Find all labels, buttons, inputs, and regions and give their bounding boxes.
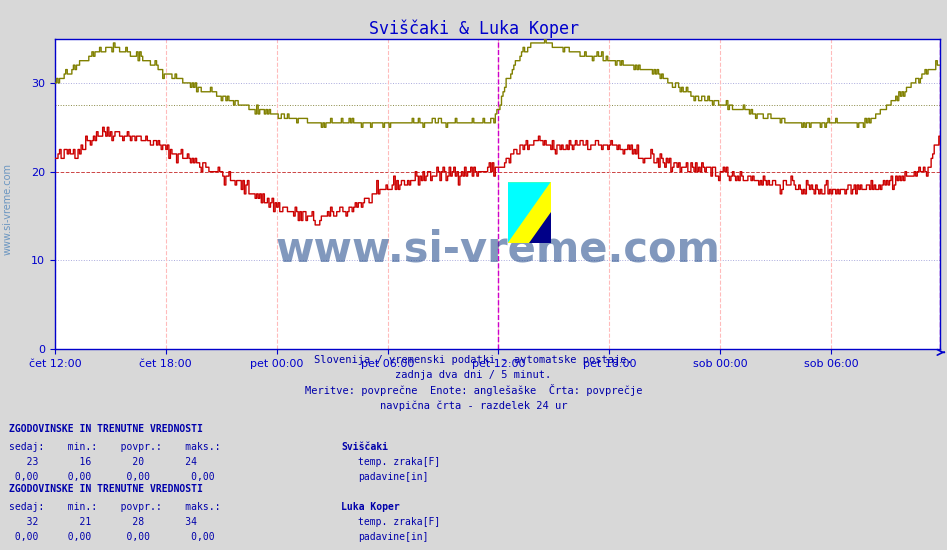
Text: 23       16       20       24: 23 16 20 24 xyxy=(9,456,198,467)
Text: www.si-vreme.com: www.si-vreme.com xyxy=(3,163,12,255)
Text: 0,00     0,00      0,00       0,00: 0,00 0,00 0,00 0,00 xyxy=(9,532,215,542)
Text: navpična črta - razdelek 24 ur: navpična črta - razdelek 24 ur xyxy=(380,401,567,411)
Text: Meritve: povprečne  Enote: anglešaške  Črta: povprečje: Meritve: povprečne Enote: anglešaške Črt… xyxy=(305,384,642,396)
Text: Luka Koper: Luka Koper xyxy=(341,502,400,513)
Text: Sviščaki: Sviščaki xyxy=(341,442,388,452)
Polygon shape xyxy=(508,182,550,243)
Polygon shape xyxy=(529,212,550,243)
Text: 32       21       28       34: 32 21 28 34 xyxy=(9,517,198,527)
Text: sedaj:    min.:    povpr.:    maks.:: sedaj: min.: povpr.: maks.: xyxy=(9,442,221,452)
Text: padavine[in]: padavine[in] xyxy=(358,471,428,482)
Text: ZGODOVINSKE IN TRENUTNE VREDNOSTI: ZGODOVINSKE IN TRENUTNE VREDNOSTI xyxy=(9,484,204,494)
Text: padavine[in]: padavine[in] xyxy=(358,532,428,542)
Text: 0,00     0,00      0,00       0,00: 0,00 0,00 0,00 0,00 xyxy=(9,471,215,482)
Text: Slovenija / vremenski podatki - avtomatske postaje.: Slovenija / vremenski podatki - avtomats… xyxy=(314,355,633,365)
Text: sedaj:    min.:    povpr.:    maks.:: sedaj: min.: povpr.: maks.: xyxy=(9,502,221,513)
Text: ZGODOVINSKE IN TRENUTNE VREDNOSTI: ZGODOVINSKE IN TRENUTNE VREDNOSTI xyxy=(9,424,204,434)
Text: www.si-vreme.com: www.si-vreme.com xyxy=(276,229,720,271)
Text: temp. zraka[F]: temp. zraka[F] xyxy=(358,456,440,467)
Text: zadnja dva dni / 5 minut.: zadnja dva dni / 5 minut. xyxy=(396,370,551,381)
Text: Sviščaki & Luka Koper: Sviščaki & Luka Koper xyxy=(368,19,579,38)
Text: temp. zraka[F]: temp. zraka[F] xyxy=(358,517,440,527)
